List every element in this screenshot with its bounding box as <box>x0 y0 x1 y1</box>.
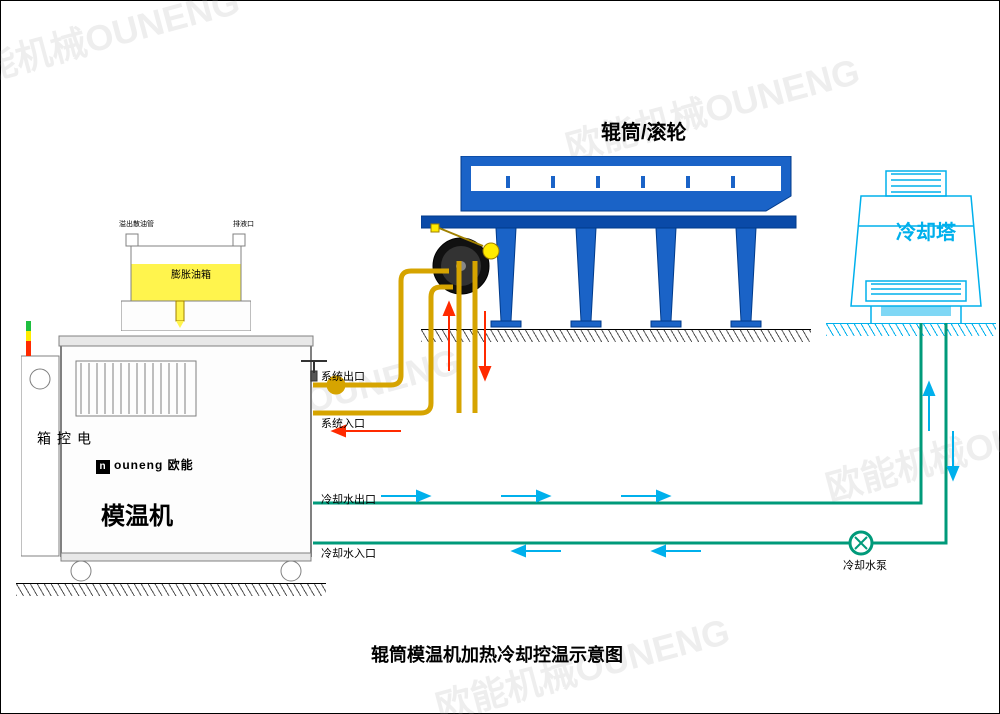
cool-in-label: 冷却水入口 <box>321 545 376 561</box>
cool-flow-arrows <box>1 1 1000 714</box>
diagram-stage: { "meta":{ "type":"schematic-diagram", "… <box>0 0 1000 714</box>
caption: 辊筒模温机加热冷却控温示意图 <box>371 641 623 667</box>
cool-out-label: 冷却水出口 <box>321 491 376 507</box>
pump-label: 冷却水泵 <box>843 557 887 573</box>
